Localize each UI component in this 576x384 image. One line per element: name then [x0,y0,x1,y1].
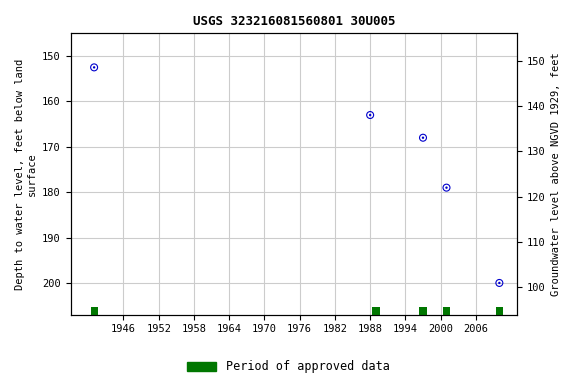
Point [89,64,98,70]
Point [495,280,504,286]
Point [366,112,375,118]
Point [89,64,98,70]
Point [495,280,504,286]
Point [442,185,451,191]
Bar [419,306,427,315]
Bar [373,306,380,315]
Point [418,135,427,141]
Legend: Period of approved data: Period of approved data [182,356,394,378]
Bar [443,306,450,315]
Point [366,112,375,118]
Point [442,185,451,191]
Point [418,135,427,141]
Title: USGS 323216081560801 30U005: USGS 323216081560801 30U005 [192,15,395,28]
Bar [496,306,503,315]
Y-axis label: Groundwater level above NGVD 1929, feet: Groundwater level above NGVD 1929, feet [551,52,561,296]
Y-axis label: Depth to water level, feet below land
surface: Depth to water level, feet below land su… [15,58,37,290]
Bar [90,306,98,315]
